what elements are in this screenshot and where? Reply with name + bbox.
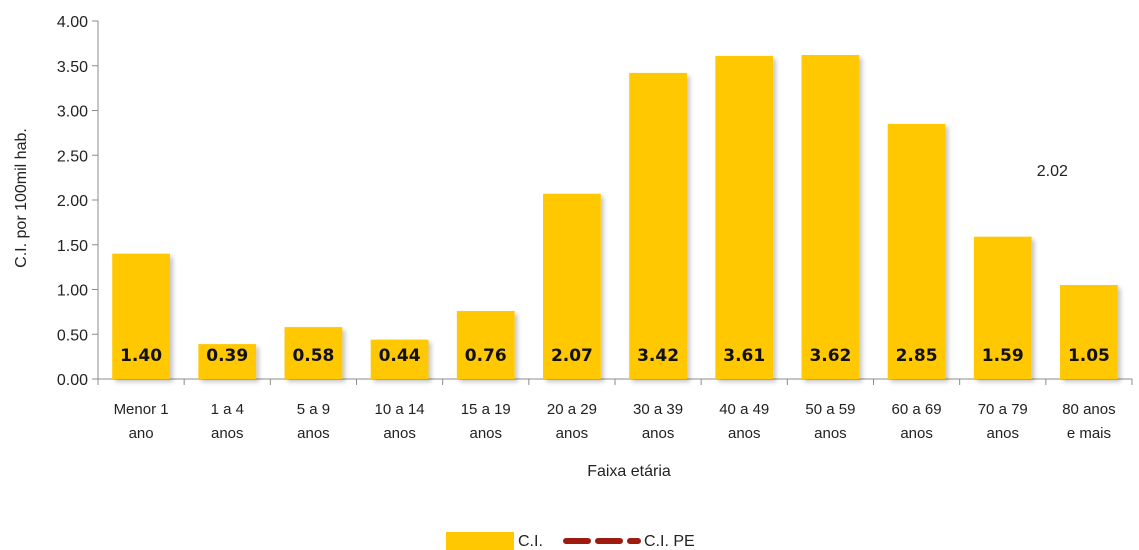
x-tick-label: anos — [814, 425, 847, 442]
bar-data-label: 1.05 — [1068, 346, 1110, 366]
data-labels: 1.40 0.39 0.58 0.44 0.76 2.07 3.42 3.61 3.62 2.85… — [120, 346, 1110, 366]
bar — [715, 55, 774, 379]
bar — [284, 327, 343, 379]
bar — [370, 339, 429, 379]
x-tick-label: anos — [211, 425, 244, 442]
x-tick-label: e mais — [1067, 425, 1111, 442]
y-tick-label: 2.50 — [57, 148, 88, 165]
x-tick-label: 30 a 39 — [633, 401, 683, 418]
bar-data-label: 0.39 — [206, 346, 248, 366]
bar-data-label: 1.40 — [120, 346, 162, 366]
x-tick-label: ano — [129, 425, 154, 442]
x-tick-label: 1 a 4 — [211, 401, 244, 418]
x-tick-label: anos — [469, 425, 502, 442]
x-tick-label: 20 a 29 — [547, 401, 597, 418]
x-tick-label: anos — [986, 425, 1019, 442]
x-tick-label: 60 a 69 — [892, 401, 942, 418]
legend: C.I. C.I. PE — [446, 532, 695, 550]
x-tick-label: 5 a 9 — [297, 401, 330, 418]
bar — [456, 310, 515, 379]
x-tick-label: 10 a 14 — [375, 401, 425, 418]
bar-data-label: 3.42 — [637, 346, 679, 366]
y-tick-label: 3.00 — [57, 104, 88, 121]
x-tick-label: anos — [900, 425, 933, 442]
legend-swatch-bar — [446, 532, 514, 550]
bar-series — [112, 55, 1118, 379]
x-tick-label: 40 a 49 — [719, 401, 769, 418]
y-tick-label: 1.00 — [57, 283, 88, 300]
y-tick-label: 0.50 — [57, 327, 88, 344]
legend-label-bar: C.I. — [518, 533, 543, 550]
x-tick-label: 50 a 59 — [805, 401, 855, 418]
x-tick-label: anos — [297, 425, 330, 442]
bar-data-label: 2.85 — [896, 346, 938, 366]
y-tick-label: 0.00 — [57, 372, 88, 389]
reference-line-series: 2.02 — [111, 163, 1068, 202]
x-tick-label: anos — [642, 425, 675, 442]
x-tick-label: 80 anos — [1062, 401, 1115, 418]
bar — [543, 193, 601, 379]
x-tick-label: Menor 1 — [114, 401, 169, 418]
legend-label-line: C.I. PE — [644, 533, 695, 550]
reference-line-label: 2.02 — [1037, 163, 1068, 180]
y-tick-label: 3.50 — [57, 59, 88, 76]
bar-data-label: 1.59 — [982, 346, 1024, 366]
y-axis-title: C.I. por 100mil hab. — [13, 128, 30, 268]
bar-data-label: 0.76 — [465, 346, 507, 366]
bar — [198, 344, 257, 379]
x-tick-label: 70 a 79 — [978, 401, 1028, 418]
bar-data-label: 0.44 — [379, 346, 421, 366]
bar — [801, 55, 860, 379]
bar — [973, 236, 1032, 379]
bar-data-label: 2.07 — [551, 346, 593, 366]
y-tick-label: 4.00 — [57, 14, 88, 31]
y-axis: 0.00 0.50 1.00 1.50 2.00 2.50 3.00 3.50 4.00 — [57, 14, 99, 389]
bar-data-label: 0.58 — [292, 346, 334, 366]
x-tick-label: anos — [556, 425, 589, 442]
bar — [1060, 285, 1118, 379]
bar — [629, 72, 687, 379]
x-axis: Menor 1 ano 1 a 4 anos 5 a 9 anos 10 a 14 anos 1… — [97, 378, 1133, 442]
y-tick-label: 2.00 — [57, 193, 88, 210]
bar — [112, 253, 170, 379]
x-tick-label: anos — [728, 425, 761, 442]
bar — [887, 123, 946, 379]
x-axis-title: Faixa etária — [587, 463, 671, 480]
x-tick-label: anos — [383, 425, 416, 442]
x-tick-label: 15 a 19 — [461, 401, 511, 418]
bar-data-label: 3.61 — [723, 346, 765, 366]
y-tick-label: 1.50 — [57, 238, 88, 255]
bar-data-label: 3.62 — [809, 346, 851, 366]
